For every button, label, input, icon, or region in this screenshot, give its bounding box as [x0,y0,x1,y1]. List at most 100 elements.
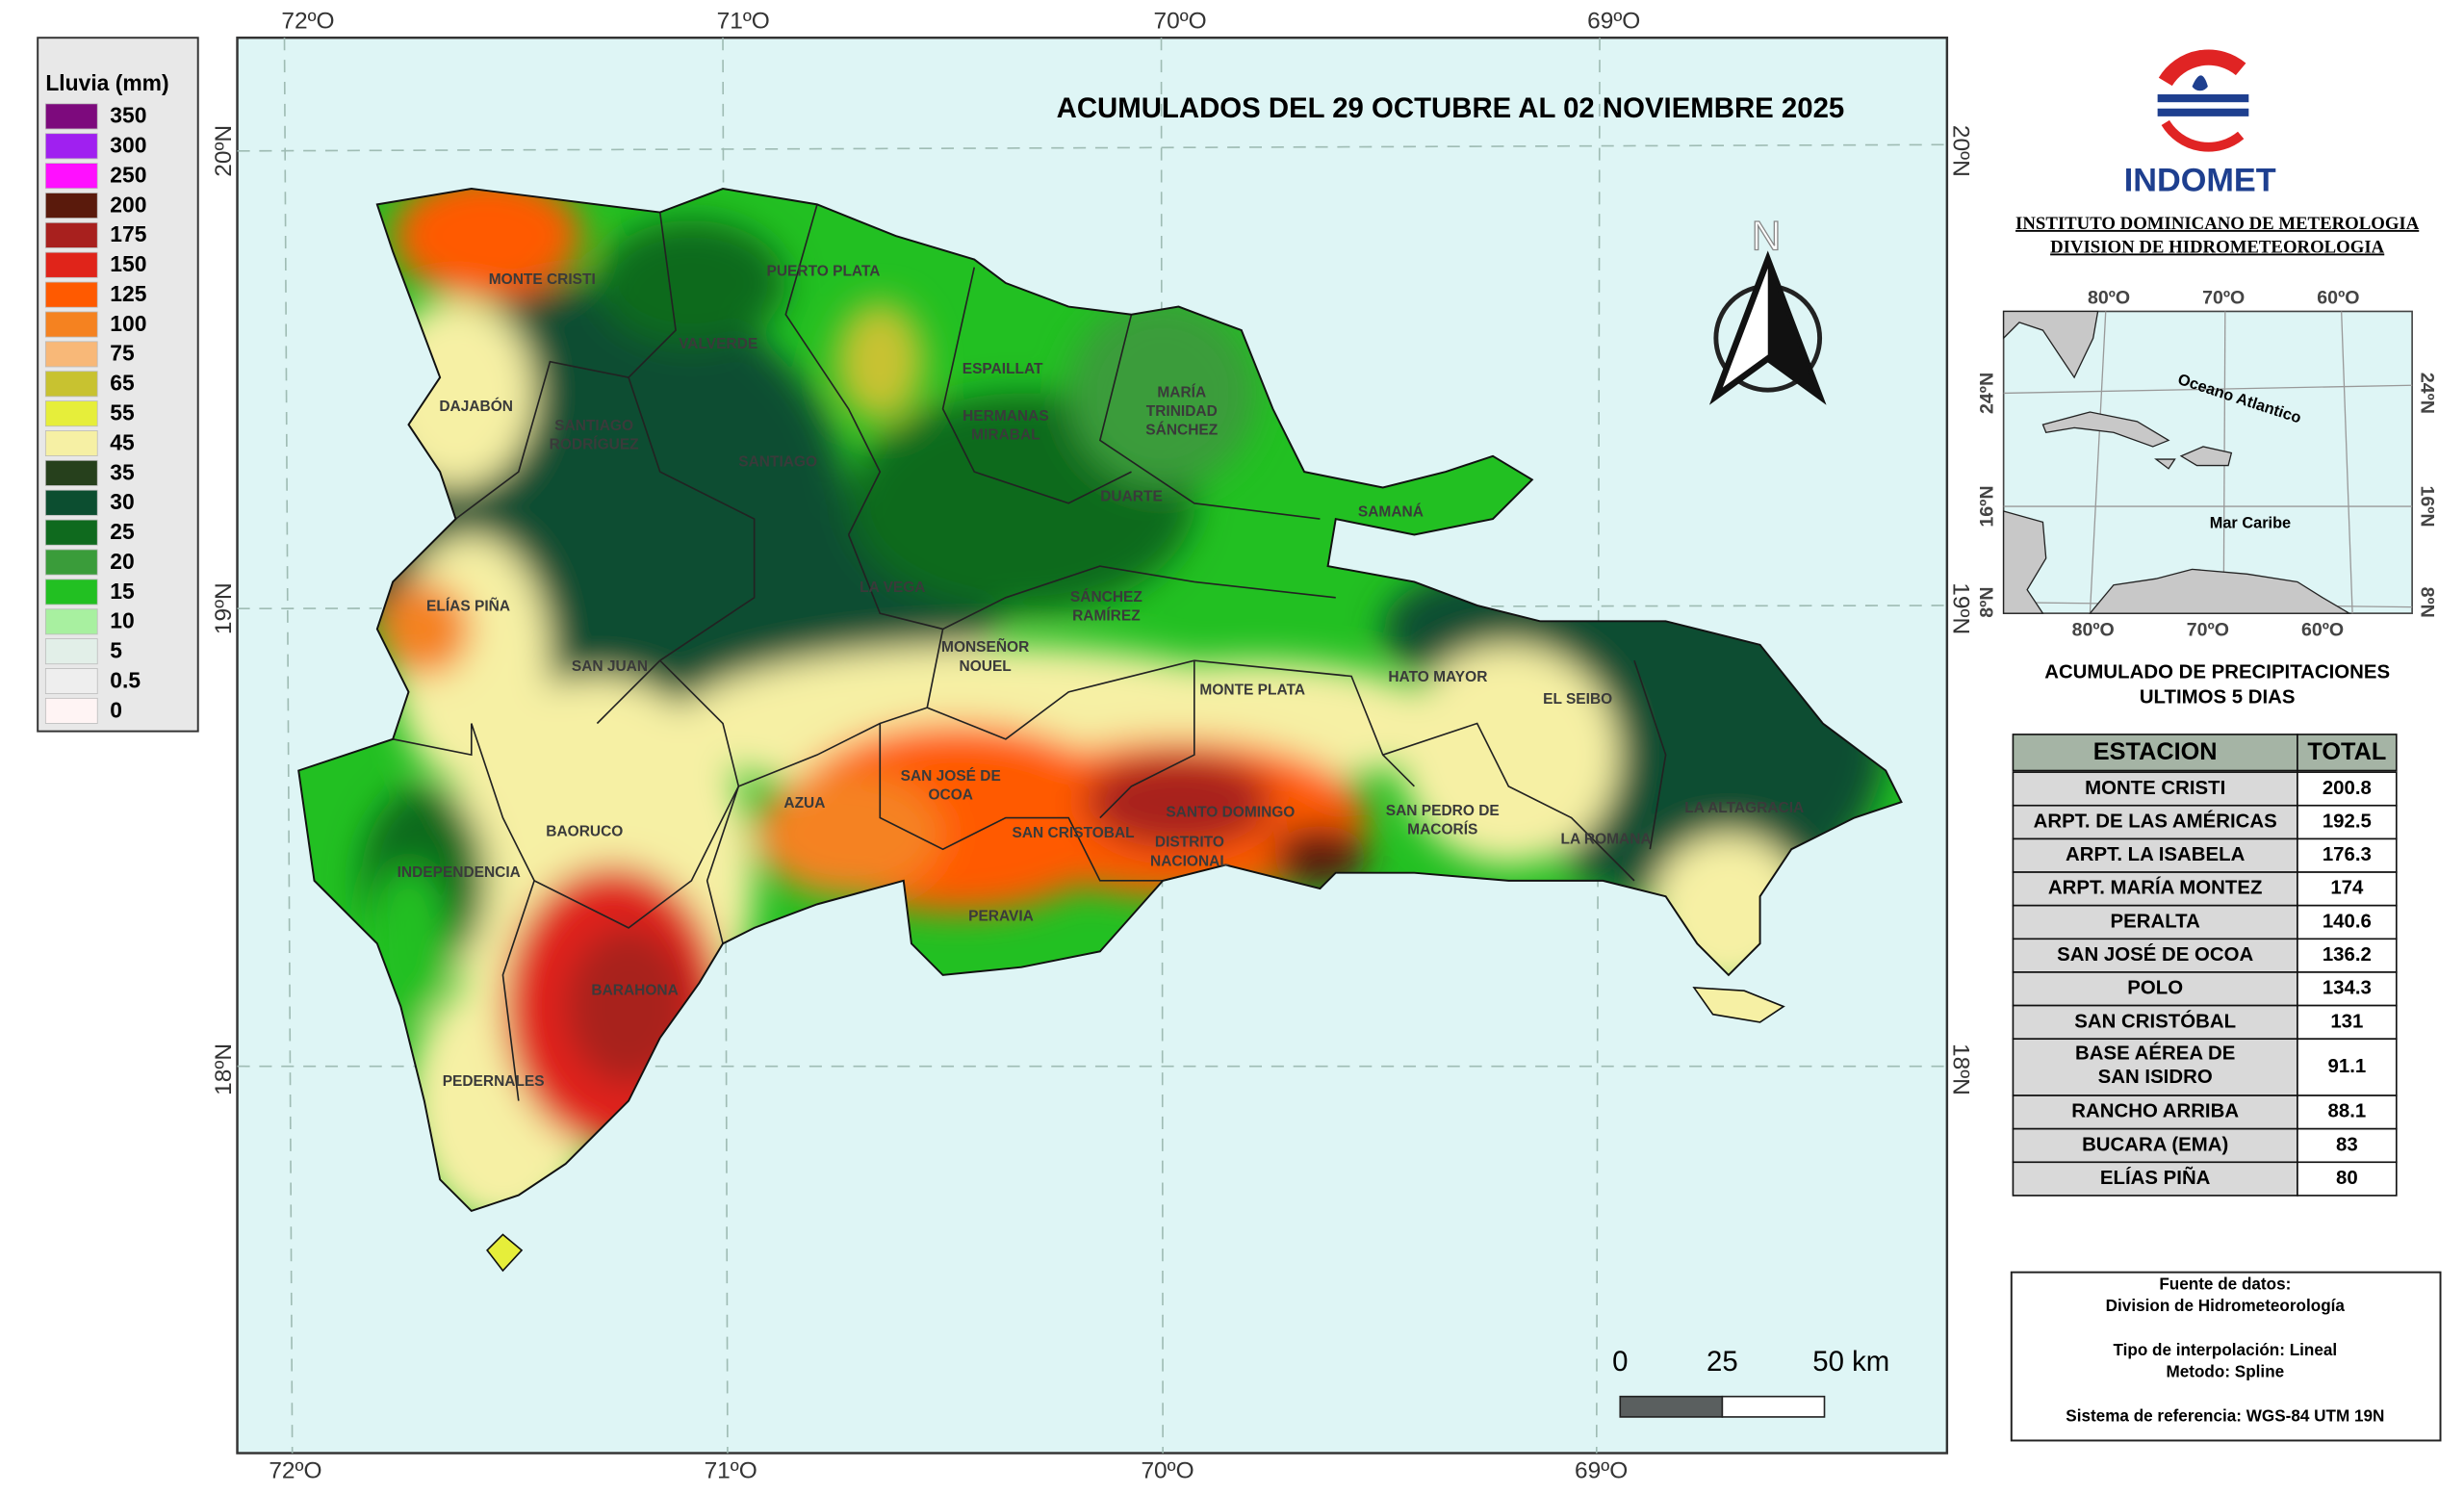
table-cell [2297,1038,2398,1096]
station-name: POLO [2127,978,2183,999]
legend-label: 5 [110,638,122,663]
station-table: ESTACION TOTAL MONTE CRISTI 200.8 ARPT. DE L… [2012,734,2398,1197]
province-label: SANTO DOMINGO [1166,805,1295,821]
table-cell [2297,771,2398,807]
inset-map: Oceano Atlantico Mar Caribe 80ºO80ºO70ºO… [1976,288,2437,641]
rain-zone [754,770,943,897]
province-label: MONTE CRISTI [489,271,596,288]
legend-swatch [44,549,98,576]
legend-label: 150 [110,251,146,276]
legend-swatch [44,430,98,457]
inset-longitude-label: 60ºO [2301,619,2344,640]
table-cell [2297,1127,2398,1164]
province-border [941,267,1132,504]
province-label: SAN JOSÉ DE [901,768,1001,785]
table-cell [2297,804,2398,840]
station-total: 83 [2336,1134,2358,1155]
longitude-label: 69ºO [1575,1458,1628,1484]
station-name: ELÍAS PIÑA [2100,1167,2211,1189]
rain-zone [1399,644,1619,865]
rain-zone [1084,755,1273,850]
legend-swatch [44,163,98,190]
legend-swatch [44,489,98,516]
province-label: EL SEIBO [1543,691,1612,708]
province-border [1098,314,1321,520]
province-label: PEDERNALES [443,1073,545,1090]
legend-swatch [44,608,98,635]
inset-latitude-label: 24ºN [1976,373,1997,414]
station-name: ARPT. MARÍA MONTEZ [2048,877,2263,899]
table-cell [2012,971,2298,1007]
province-border [706,786,740,944]
province-label: LA ALTAGRACIA [1684,800,1804,816]
legend-swatch [44,638,98,665]
station-name: SAN CRISTÓBAL [2074,1009,2236,1032]
table-cell [2297,1161,2398,1197]
province-label: BAORUCO [546,823,623,839]
province-label: SAN PEDRO DE [1386,803,1500,819]
province-label: NOUEL [960,658,1012,675]
legend-swatch [44,193,98,219]
inset-longitude-label: 60ºO [2317,288,2359,309]
legend-label: 0 [110,697,122,722]
province-label: LA VEGA [860,580,925,596]
legend-label: 0.5 [110,667,141,692]
table-cell [2012,771,2298,807]
table-header-cell [2012,734,2298,772]
province-border [533,786,740,929]
station-total: 131 [2330,1011,2363,1032]
station-total: 88.1 [2328,1101,2367,1122]
legend-label: 350 [110,103,146,128]
legend-label: 20 [110,549,134,574]
source-line: Tipo de interpolación: Lineal [2113,1340,2337,1359]
legend-title: Lluvia (mm) [45,70,168,95]
inset-longitude-label: 70ºO [2187,619,2229,640]
institute-name: INSTITUTO DOMINICANO DE METEROLOGIA [2015,214,2420,234]
inset-latitude-label: 16ºN [1976,486,1997,528]
legend-swatch [44,697,98,724]
legend-swatch [44,341,98,368]
province-label: HERMANAS [962,408,1049,425]
north-arrow: N [1708,213,1827,405]
island-outline [297,188,1903,1213]
table-title: ACUMULADO DE PRECIPITACIONES [2044,662,2390,683]
province-border [926,629,1415,787]
scale-label: 50 km [1812,1346,1889,1378]
station-name: RANCHO ARRIBA [2071,1101,2239,1122]
station-total: 134.3 [2323,978,2372,999]
province-label: SANTIAGO [554,418,633,434]
province-label: OCOA [929,787,973,804]
legend-label: 15 [110,579,135,604]
table-cell [2297,904,2398,940]
station-total: 176.3 [2323,844,2372,865]
latitude-label: 19ºN [211,582,237,634]
table-cell [2297,938,2398,973]
station-name: PERALTA [2111,911,2201,932]
legend-label: 65 [110,371,135,396]
province-label: VALVERDE [679,336,757,352]
station-name: ARPT. LA ISABELA [2066,844,2246,865]
legend-swatch [44,281,98,308]
province-border [393,723,473,757]
province-label: ESPAILLAT [962,361,1043,377]
province-label: SAMANÁ [1358,504,1424,521]
table-cell [2012,904,2298,940]
rain-surface [297,188,1903,1273]
longitude-label: 72ºO [269,1458,321,1484]
rain-zone [835,301,924,422]
rain-zone [393,189,582,299]
legend-label: 10 [110,608,134,633]
province-label: RAMÍREZ [1072,607,1141,624]
scale-label: 25 [1707,1346,1738,1378]
province-border [847,534,1336,631]
scale-bar: 0 25 50 km [1612,1346,1889,1418]
map-title: ACUMULADOS DEL 29 OCTUBRE AL 02 NOVIEMBR… [1057,92,1845,124]
station-name: BUCARA (EMA) [2082,1134,2228,1155]
province-label: PUERTO PLATA [767,264,881,280]
province-border [784,204,882,535]
inset-longitude-label: 70ºO [2202,288,2245,309]
province-label: RODRÍGUEZ [550,436,640,452]
table-header: ESTACION [2093,738,2218,765]
rain-zones [346,189,1886,1211]
